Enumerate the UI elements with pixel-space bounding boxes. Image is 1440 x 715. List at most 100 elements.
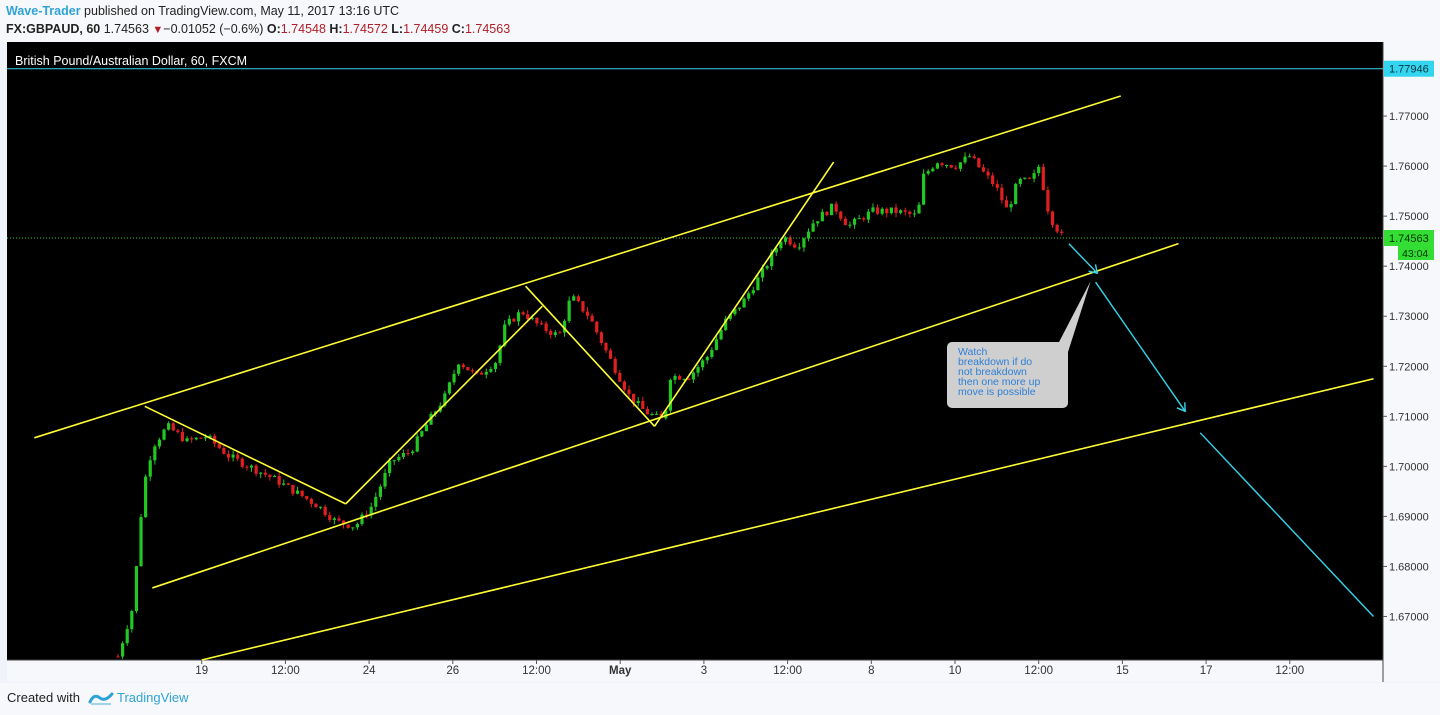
candle-body <box>797 247 801 249</box>
candle-body <box>585 311 590 316</box>
author-link[interactable]: Wave-Trader <box>6 4 81 18</box>
candle-body <box>1000 187 1004 201</box>
candle-body <box>282 483 286 485</box>
candle-body <box>351 527 355 529</box>
time-tick-label: 12:00 <box>1024 665 1053 677</box>
candle-body <box>383 472 387 487</box>
price-tick-label: 1.75000 <box>1389 211 1429 223</box>
candle-body <box>756 277 760 291</box>
candle-body <box>719 330 723 340</box>
time-tick-label: 12:00 <box>271 665 300 677</box>
candle-body <box>259 472 263 474</box>
candle-body <box>544 323 548 331</box>
candle-body <box>180 432 185 442</box>
time-tick-label: 10 <box>949 665 962 677</box>
candle-body <box>733 308 737 315</box>
candle-body <box>530 317 534 320</box>
candle-body <box>208 435 212 438</box>
footer: Created with TradingView <box>0 683 1440 715</box>
candle-body <box>157 439 162 447</box>
candle-body <box>300 490 304 497</box>
level-price-badge <box>1384 60 1434 77</box>
trendline <box>653 161 835 427</box>
high-value: 1.74572 <box>342 22 388 36</box>
candle-body <box>1032 173 1036 179</box>
candle-body <box>949 165 953 168</box>
candle-body <box>668 379 673 411</box>
candle-body <box>894 207 898 213</box>
candle-body <box>866 211 870 220</box>
candle-body <box>655 413 659 415</box>
candle-body <box>562 320 567 333</box>
candle-body <box>139 517 143 567</box>
candle-body <box>802 238 806 248</box>
candle-body <box>1009 204 1013 208</box>
candle-body <box>820 211 824 222</box>
candle-body <box>369 506 373 516</box>
candle-body <box>834 203 838 212</box>
candle-body <box>144 476 148 518</box>
candle-body <box>162 429 166 440</box>
candle-body <box>466 367 470 371</box>
time-tick-label: 15 <box>1116 665 1129 677</box>
candle-body <box>1060 231 1064 233</box>
candle-body <box>779 241 783 249</box>
candle-body <box>622 381 626 390</box>
candle-body <box>194 437 198 440</box>
candle-body <box>848 224 852 226</box>
candle-body <box>751 290 755 294</box>
candle-body <box>636 400 640 403</box>
annotation-pointer <box>1058 281 1091 352</box>
candle-body <box>783 237 788 242</box>
price-tick-label: 1.69000 <box>1389 511 1429 523</box>
candle-body <box>295 490 300 494</box>
trendline <box>525 285 656 427</box>
time-tick-label: 17 <box>1200 665 1213 677</box>
chart-area[interactable]: Watch breakdown if do not breakdown then on… <box>0 42 1440 682</box>
candle-body <box>415 436 419 452</box>
tradingview-link[interactable]: TradingView <box>117 690 189 705</box>
time-tick-label: May <box>609 665 632 677</box>
candle-body <box>309 498 313 504</box>
candle-body <box>788 237 792 245</box>
candle-body <box>171 423 175 431</box>
candle-body <box>346 524 350 528</box>
candle-body <box>972 156 976 159</box>
chart-title: British Pound/Australian Dollar, 60, FXC… <box>15 54 247 68</box>
tradingview-logo-icon[interactable] <box>88 689 114 707</box>
candle-body <box>641 400 645 409</box>
candle-body <box>839 211 843 219</box>
candle-body <box>134 566 139 612</box>
candle-body <box>922 173 926 205</box>
candle-body <box>760 268 765 278</box>
candle-body <box>1046 189 1050 212</box>
annotation-box <box>947 342 1068 408</box>
candle-body <box>291 484 295 494</box>
annotation-text: then one more up <box>958 376 1040 388</box>
candle-body <box>590 315 594 322</box>
plot-background[interactable] <box>7 42 1383 660</box>
time-axis[interactable] <box>7 660 1383 682</box>
candle-body <box>742 298 746 308</box>
down-triangle-icon: ▼ <box>152 24 164 36</box>
candle-body <box>977 158 981 168</box>
candle-body <box>277 475 281 485</box>
time-tick-label: 26 <box>446 665 459 677</box>
candle-body <box>392 460 396 462</box>
candle-body <box>125 629 129 644</box>
candle-body <box>406 453 410 455</box>
candle-body <box>963 156 967 163</box>
candle-body <box>862 218 866 220</box>
candle-body <box>553 332 557 335</box>
candle-body <box>341 520 346 525</box>
candle-body <box>222 448 226 454</box>
candle-body <box>116 656 120 658</box>
candle-body <box>710 349 714 357</box>
price-axis[interactable] <box>1383 42 1440 682</box>
price-tick-label: 1.68000 <box>1389 561 1429 573</box>
candle-body <box>1027 177 1032 179</box>
candle-body <box>236 454 240 459</box>
publish-text: published on TradingView.com, May 11, 20… <box>80 4 400 18</box>
